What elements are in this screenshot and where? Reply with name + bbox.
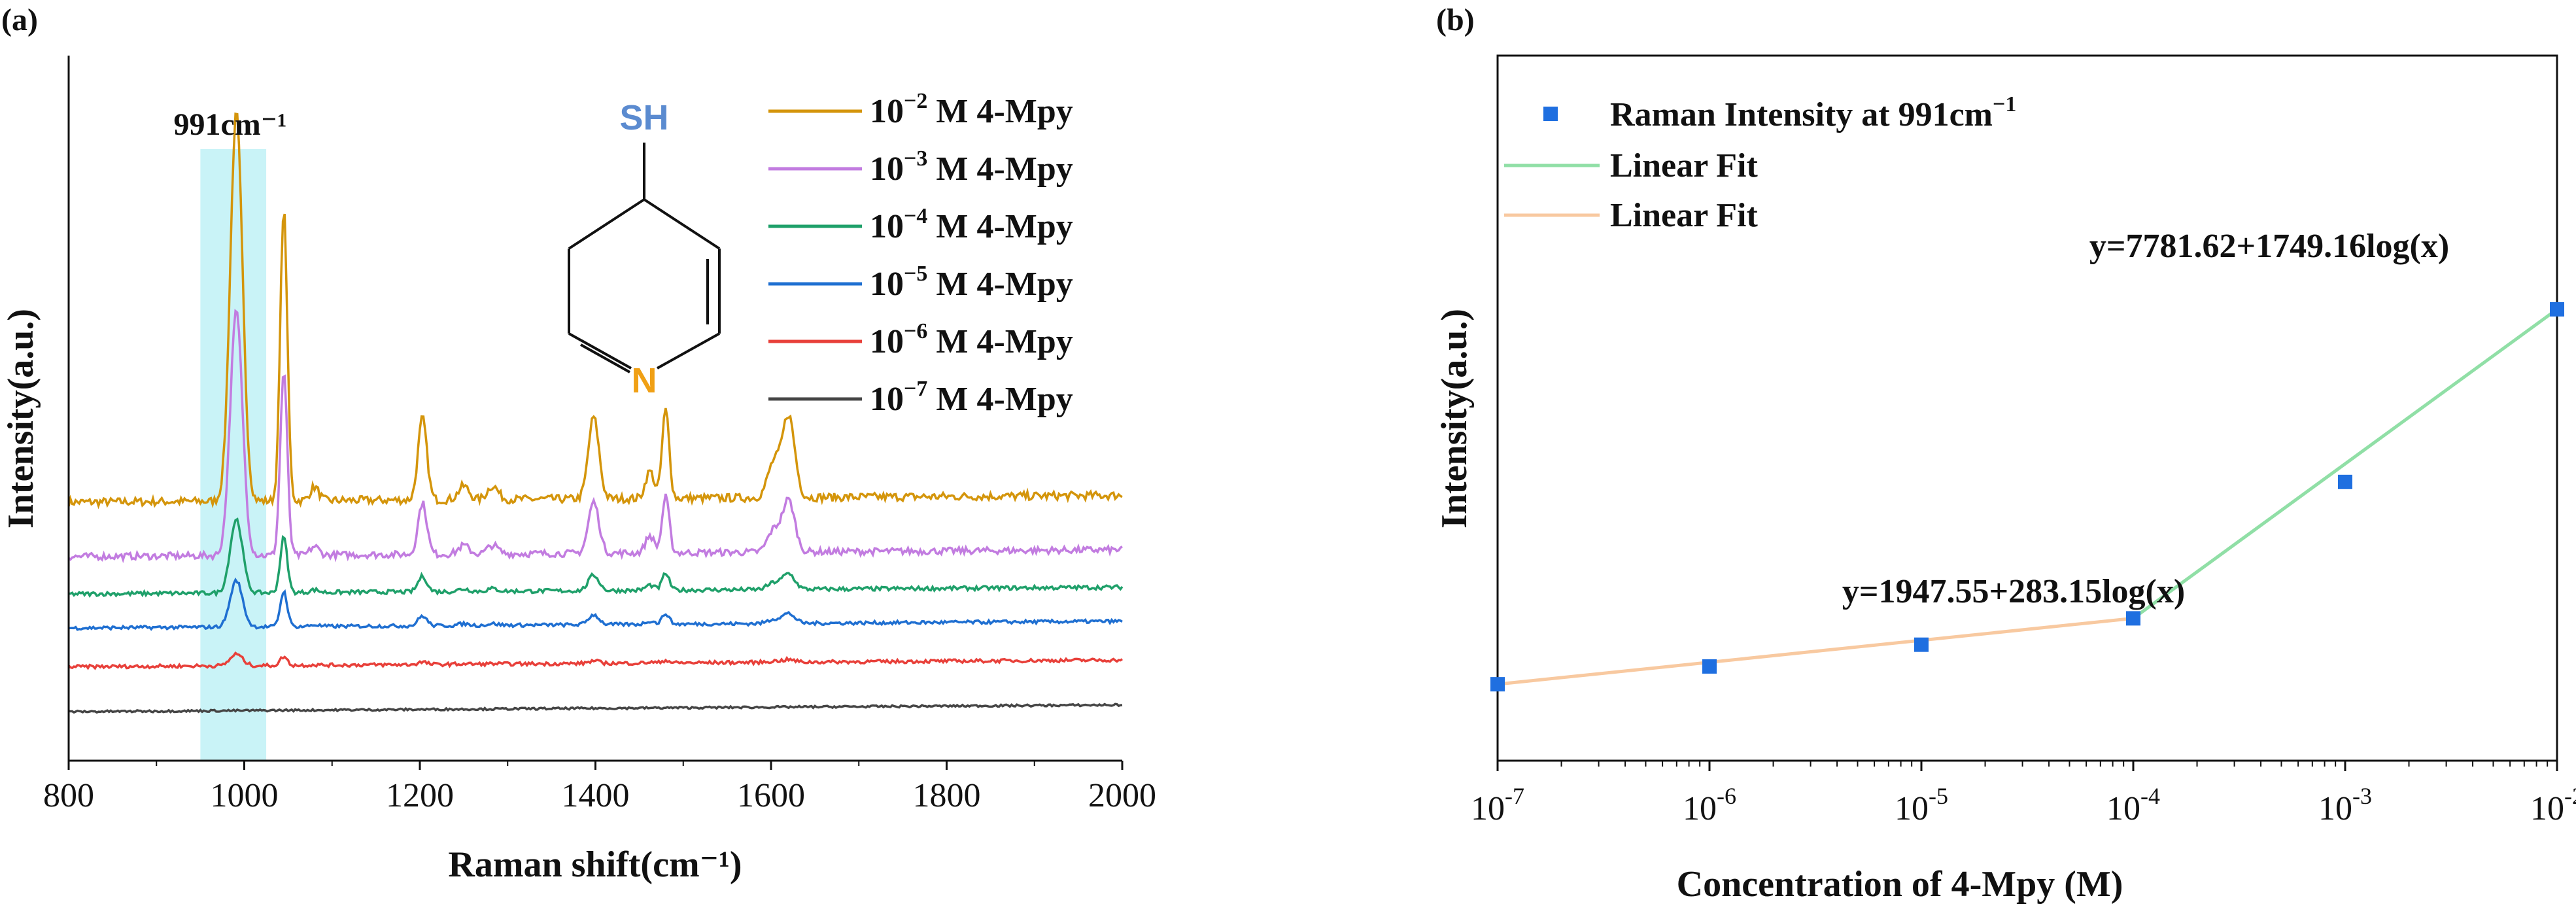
legend-label-suffix: M 4-Mpy: [927, 381, 1073, 418]
b-x-tick-label: 10-3: [2318, 783, 2372, 827]
a-x-tick-label: 1200: [386, 777, 454, 814]
data-point: [2550, 302, 2564, 317]
data-point: [1914, 637, 1929, 652]
legend-label: 10−2 M 4-Mpy: [870, 89, 1073, 130]
legend-label-suffix: M 4-Mpy: [927, 266, 1073, 303]
legend-fit-high-label: Linear Fit: [1610, 147, 1758, 184]
data-point: [1702, 659, 1717, 674]
b-x-tick-base: 10: [1895, 790, 1929, 827]
legend-label-base: 10: [870, 150, 904, 188]
b-x-ticks: 10-710-610-510-410-310-2: [1471, 761, 2576, 827]
ring-bond: [657, 332, 720, 370]
a-x-tick-label: 2000: [1088, 777, 1156, 814]
data-point: [2338, 474, 2352, 489]
spectrum-line: [68, 517, 1124, 598]
spectra-lines: [67, 112, 1124, 714]
legend-label-base: 10: [870, 93, 904, 130]
a-x-tick-label: 1800: [913, 777, 981, 814]
legend-label-exp: −5: [904, 262, 927, 286]
b-x-tick-label: 10-6: [1683, 783, 1736, 827]
panel-b-label: (b): [1436, 3, 1475, 37]
legend-label-base: 10: [870, 208, 904, 245]
legend-fit-low-label: Linear Fit: [1610, 197, 1758, 234]
b-x-tick-base: 10: [1683, 790, 1717, 827]
peak-label: 991cm⁻¹: [173, 107, 286, 142]
legend-label-suffix: M 4-Mpy: [927, 323, 1073, 360]
b-x-tick-base: 10: [2106, 790, 2140, 827]
peak-highlight-band: [200, 149, 267, 761]
ring-bond: [568, 332, 632, 370]
calibration-panel: (b) 10-710-610-510-410-310-2 y=1947.55+2…: [1434, 3, 2576, 905]
legend-label-exp: −3: [904, 147, 927, 171]
legend-label-exp: −6: [904, 319, 927, 343]
b-plot-frame: [1496, 54, 2558, 762]
ring-bond: [568, 198, 645, 250]
legend-label: 10−5 M 4-Mpy: [870, 262, 1073, 303]
legend-label-suffix: M 4-Mpy: [927, 93, 1073, 130]
legend-label: 10−7 M 4-Mpy: [870, 377, 1073, 418]
legend-label: 10−3 M 4-Mpy: [870, 147, 1073, 188]
spectra-panel: (a) 800 1000 1200 1400 1600 1800 2000 Raman sh…: [1, 3, 1156, 885]
spectrum-line: [68, 702, 1123, 714]
legend-marker-label: Raman Intensity at 991cm−1: [1610, 92, 2016, 133]
legend-label-suffix: M 4-Mpy: [927, 150, 1073, 188]
legend-label-suffix: M 4-Mpy: [927, 208, 1073, 245]
legend-label-base: 10: [870, 266, 904, 303]
legend-label-base: 10: [870, 381, 904, 418]
a-x-axis-label: Raman shift(cm⁻¹): [448, 844, 742, 885]
b-legend: Raman Intensity at 991cm−1 Linear Fit Li…: [1504, 92, 2016, 234]
a-x-tick-label: 1600: [737, 777, 805, 814]
fit-line: [2132, 307, 2558, 620]
b-x-tick-exp: -2: [2564, 783, 2576, 809]
b-x-tick-label: 10-5: [1895, 783, 1948, 827]
data-points: [1490, 302, 2564, 692]
legend-label-exp: −7: [904, 377, 927, 401]
b-x-tick-label: 10-4: [2106, 783, 2160, 827]
a-x-tick-label: 800: [43, 777, 94, 814]
legend-label-base: 10: [870, 323, 904, 360]
spectrum-line: [67, 651, 1124, 670]
data-point: [2126, 611, 2140, 626]
data-point: [1490, 677, 1505, 692]
b-y-axis-label: Intensity(a.u.): [1434, 309, 1475, 528]
fit-equation-low: y=1947.55+283.15log(x): [1842, 573, 2185, 610]
legend-label-exp: −2: [904, 89, 927, 113]
spectrum-line: [68, 577, 1123, 631]
4-mpy-structure: SH N: [568, 98, 721, 400]
a-x-ticks: 800 1000 1200 1400 1600 1800 2000: [43, 761, 1156, 814]
b-x-tick-label: 10-2: [2530, 783, 2576, 827]
sh-group-label: SH: [619, 98, 668, 137]
b-x-tick-base: 10: [2318, 790, 2352, 827]
panel-a-label: (a): [1, 3, 38, 37]
a-y-axis-label: Intensity(a.u.): [1, 309, 41, 528]
b-x-tick-exp: -7: [1505, 783, 1524, 809]
b-x-tick-base: 10: [1471, 790, 1505, 827]
b-x-tick-label: 10-7: [1471, 783, 1524, 827]
legend-label: 10−4 M 4-Mpy: [870, 204, 1073, 245]
spectrum-line: [67, 112, 1123, 510]
b-x-tick-exp: -6: [1717, 783, 1736, 809]
legend-label-exp: −4: [904, 204, 927, 228]
fit-line: [1497, 616, 2134, 686]
legend-marker-label-sup: −1: [1993, 92, 2016, 116]
b-x-tick-exp: -5: [1929, 783, 1948, 809]
legend-marker-label-main: Raman Intensity at 991cm: [1610, 96, 1993, 133]
legend-label: 10−6 M 4-Mpy: [870, 319, 1073, 360]
spectrum-line: [67, 309, 1124, 564]
b-x-tick-exp: -4: [2140, 783, 2160, 809]
b-x-axis-label: Concentration of 4-Mpy (M): [1677, 864, 2123, 905]
ring-double-bond: [580, 343, 630, 373]
ring-bond: [643, 198, 721, 250]
n-atom-label: N: [632, 361, 657, 400]
b-x-tick-exp: -3: [2352, 783, 2372, 809]
fit-equation-high: y=7781.62+1749.16log(x): [2089, 228, 2449, 265]
legend-marker-swatch: [1543, 107, 1558, 121]
b-x-tick-base: 10: [2530, 790, 2564, 827]
fit-lines: [1497, 307, 2558, 686]
a-x-tick-label: 1400: [562, 777, 630, 814]
a-x-tick-label: 1000: [211, 777, 279, 814]
